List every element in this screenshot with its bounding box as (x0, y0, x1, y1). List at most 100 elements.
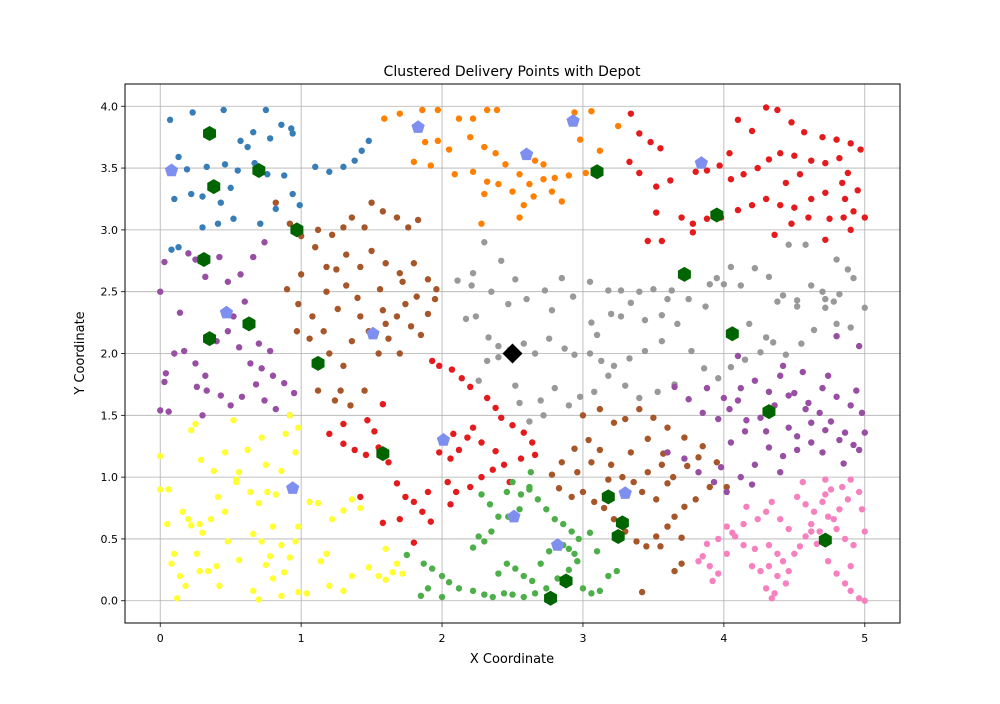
data-point (323, 550, 330, 557)
data-point (751, 545, 759, 553)
data-point (469, 269, 477, 277)
data-point (230, 417, 237, 424)
data-point (454, 277, 461, 284)
data-point (840, 214, 847, 221)
y-tick-label: 0.0 (101, 595, 119, 608)
data-point (605, 287, 612, 294)
data-point (808, 195, 815, 203)
data-point (512, 276, 519, 283)
data-point (376, 286, 384, 293)
data-point (561, 345, 568, 352)
data-point (633, 538, 640, 545)
data-point (323, 263, 330, 271)
data-point (328, 515, 336, 523)
series-5 (157, 239, 868, 496)
data-point (788, 119, 795, 126)
data-point (540, 161, 547, 168)
data-point (734, 352, 742, 360)
data-point (312, 163, 319, 171)
data-point (517, 455, 525, 462)
data-point (805, 399, 812, 407)
data-point (282, 430, 289, 438)
data-point (475, 533, 482, 540)
data-point (171, 195, 178, 203)
data-point (688, 347, 695, 355)
x-tick-label: 4 (720, 632, 727, 645)
hexagon-point (590, 164, 604, 180)
data-point (157, 452, 164, 460)
data-point (847, 587, 854, 595)
data-point (796, 543, 804, 550)
data-point (269, 523, 277, 530)
data-point (657, 543, 664, 550)
data-point (741, 428, 749, 435)
data-point (545, 548, 553, 555)
data-point (734, 206, 742, 214)
data-point (526, 180, 533, 188)
data-point (250, 253, 257, 261)
data-point (626, 355, 633, 362)
data-point (575, 535, 582, 543)
data-point (692, 168, 699, 175)
data-point (317, 557, 325, 565)
data-point (357, 504, 364, 512)
series-2 (326, 104, 868, 546)
data-point (233, 478, 240, 486)
data-point (695, 454, 702, 461)
data-point (157, 407, 164, 414)
data-point (237, 271, 244, 278)
data-point (410, 260, 418, 267)
data-point (427, 162, 434, 169)
data-point (405, 224, 412, 231)
data-point (175, 153, 182, 161)
data-point (840, 460, 847, 467)
data-point (250, 129, 257, 136)
hexagon-point (615, 515, 629, 531)
data-point (622, 382, 629, 389)
data-point (822, 236, 829, 243)
data-point (455, 115, 463, 122)
data-point (748, 201, 756, 209)
data-point (607, 461, 615, 468)
data-point (748, 127, 756, 135)
data-point (854, 187, 861, 194)
data-point (548, 188, 556, 195)
hexagon-point (601, 489, 615, 505)
data-point (610, 419, 618, 426)
data-point (644, 435, 651, 443)
data-point (819, 498, 826, 506)
data-point (855, 488, 863, 496)
data-point (771, 231, 778, 239)
data-point (266, 135, 274, 142)
data-point (805, 214, 812, 221)
data-point (399, 570, 406, 577)
data-point (500, 590, 508, 597)
data-point (382, 545, 389, 553)
data-point (385, 335, 392, 342)
data-point (381, 115, 388, 122)
data-point (822, 476, 829, 483)
data-point (185, 250, 192, 257)
data-point (278, 541, 285, 549)
data-point (771, 590, 778, 597)
data-point (361, 224, 368, 231)
pentagon-point (550, 538, 565, 551)
data-point (636, 394, 643, 402)
data-point (492, 150, 499, 157)
data-point (478, 220, 485, 227)
data-point (527, 468, 535, 476)
chart-title: Clustered Delivery Points with Depot (384, 64, 641, 80)
data-point (754, 164, 761, 172)
data-point (727, 439, 735, 446)
data-point (689, 229, 697, 236)
data-point (385, 459, 392, 466)
data-point (847, 226, 854, 234)
data-point (653, 496, 660, 503)
data-point (193, 550, 201, 557)
data-point (841, 535, 849, 543)
data-point (202, 372, 209, 379)
data-point (427, 518, 434, 525)
hexagon-point (207, 179, 221, 195)
data-point (836, 290, 843, 298)
data-point (168, 246, 175, 253)
